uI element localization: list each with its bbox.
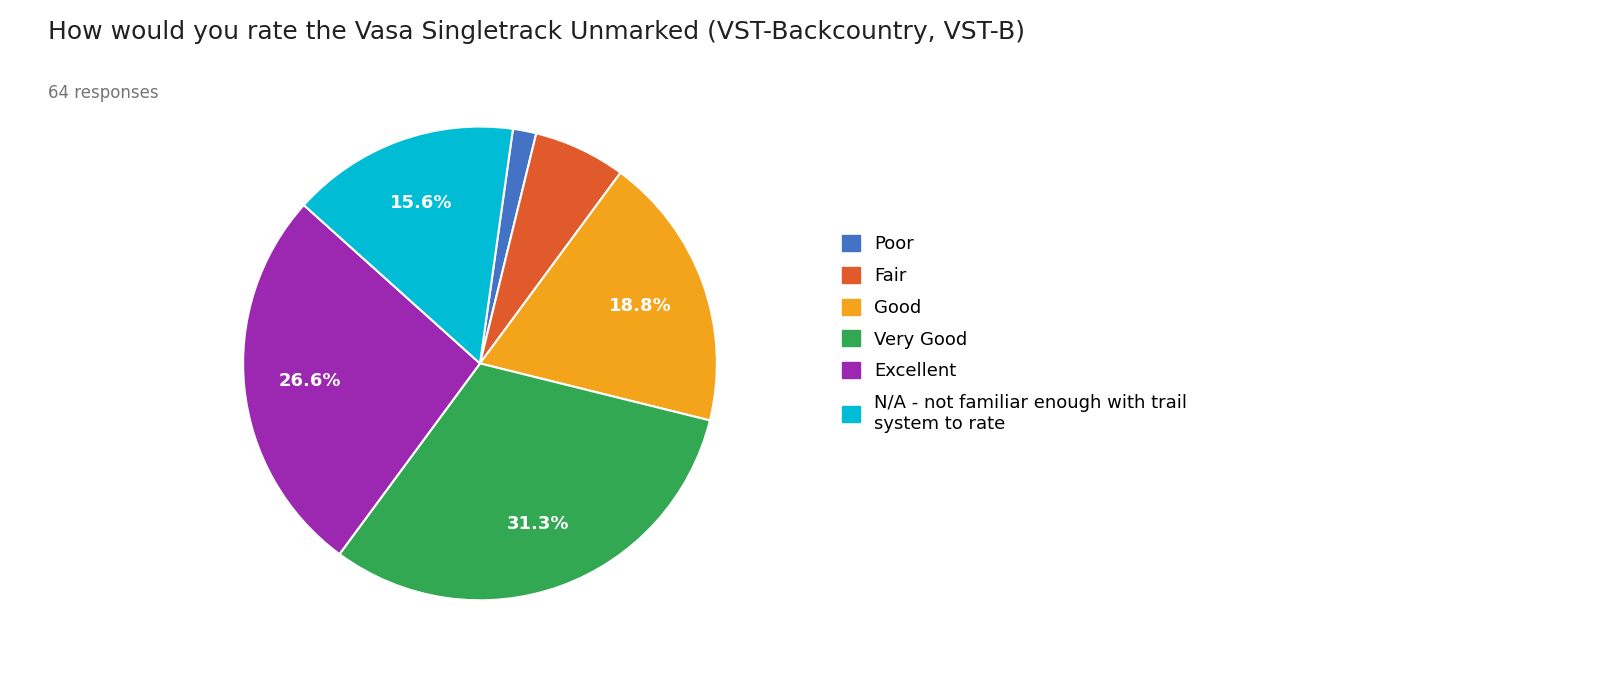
Wedge shape (243, 205, 480, 554)
Text: 15.6%: 15.6% (390, 194, 453, 212)
Legend: Poor, Fair, Good, Very Good, Excellent, N/A - not familiar enough with trail
sys: Poor, Fair, Good, Very Good, Excellent, … (832, 226, 1197, 441)
Wedge shape (339, 363, 710, 600)
Text: 31.3%: 31.3% (507, 515, 570, 533)
Wedge shape (304, 127, 514, 363)
Text: 18.8%: 18.8% (610, 297, 672, 314)
Text: 64 responses: 64 responses (48, 84, 158, 102)
Text: 26.6%: 26.6% (278, 371, 341, 390)
Wedge shape (480, 133, 621, 363)
Wedge shape (480, 129, 536, 363)
Text: How would you rate the Vasa Singletrack Unmarked (VST-Backcountry, VST-B): How would you rate the Vasa Singletrack … (48, 20, 1026, 44)
Wedge shape (480, 173, 717, 421)
